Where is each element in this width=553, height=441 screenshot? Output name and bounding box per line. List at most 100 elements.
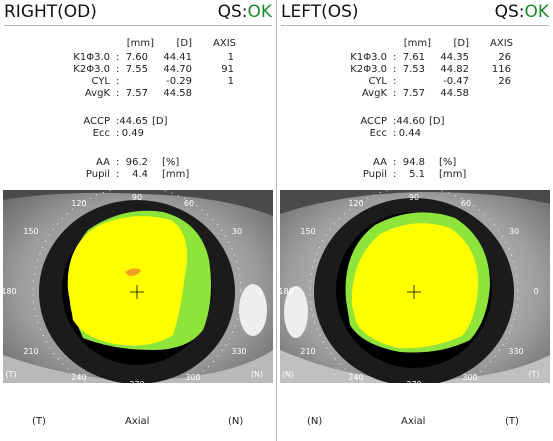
right-dial-120: 120	[71, 199, 86, 208]
left-dial-30: 30	[509, 227, 519, 236]
left-eye-map-svg: 90 120 60 150 30 180 0 210 330 240 300 2…	[280, 190, 550, 383]
right-footer-center: Axial	[125, 416, 150, 427]
right-eye-axial-map[interactable]: 90 120 60 150 30 180 0 210 330 240 300 2…	[3, 190, 273, 383]
right-sclera-highlight	[239, 284, 267, 336]
left-dial-210: 210	[300, 347, 315, 356]
right-pupil-sep: :	[116, 169, 120, 180]
left-qs-label: QS:	[494, 2, 525, 22]
right-map-yellow-zone	[67, 216, 188, 346]
right-center-crosshair-icon	[130, 285, 144, 299]
left-dial-330: 330	[508, 347, 523, 356]
left-dial-120: 120	[348, 199, 363, 208]
left-cyl-axis: 26	[498, 76, 511, 87]
left-k1-axis: 26	[498, 52, 511, 63]
right-cyl-axis: 1	[227, 76, 234, 87]
left-sclera-highlight	[284, 286, 308, 338]
right-qs-value: OK	[247, 2, 272, 22]
right-accp-value: 44.65	[119, 116, 148, 127]
left-dial-300: 300	[462, 373, 477, 382]
left-pupil-unit: [mm]	[439, 169, 467, 180]
right-aa-unit: [%]	[162, 157, 180, 168]
panel-divider	[276, 0, 277, 441]
left-k2-d: 44.82	[440, 64, 469, 75]
right-lower-skin	[3, 350, 273, 383]
right-k1-sep: :	[116, 52, 120, 63]
right-k1-mm: 7.60	[125, 52, 148, 63]
right-upper-lid	[3, 190, 273, 216]
left-footer-center: Axial	[401, 416, 426, 427]
left-k1-label: K1Φ3.0	[350, 52, 387, 63]
right-k2-sep: :	[116, 64, 120, 75]
right-pupil-label: Pupil	[85, 169, 110, 180]
left-k1-mm: 7.61	[402, 52, 425, 63]
right-k1-label: K1Φ3.0	[73, 52, 110, 63]
left-footer-left: (N)	[307, 416, 323, 427]
right-dial-labels: 90 120 60 150 30 180 0 210 330 240 300 2…	[3, 193, 263, 383]
right-aa-label: AA	[96, 157, 110, 168]
right-footer-left: (T)	[32, 416, 46, 427]
right-dial-240: 240	[71, 373, 86, 382]
left-dial-60: 60	[461, 199, 471, 208]
left-avgk-mm: 7.57	[402, 88, 425, 99]
right-accp-unit: [D]	[152, 116, 168, 127]
left-dial-corner-right: (T)	[528, 370, 539, 379]
right-aa-value: 96.2	[125, 157, 148, 168]
left-col-header-axis: AXIS	[490, 38, 513, 49]
right-k2-mm: 7.55	[125, 64, 148, 75]
left-qs-status: QS:OK	[495, 2, 549, 22]
right-avgk-mm: 7.57	[125, 88, 148, 99]
right-dial-30: 30	[232, 227, 242, 236]
right-dial-corner-right: (N)	[251, 370, 263, 379]
right-ecc-label: Ecc	[92, 128, 110, 139]
left-dial-labels: 90 120 60 150 30 180 0 210 330 240 300 2…	[280, 193, 540, 383]
left-eye-panel: LEFT(OS) QS:OK [mm] [D] AXIS K1Φ3.0 : 7.…	[277, 0, 553, 441]
left-k2-mm: 7.53	[402, 64, 425, 75]
left-cyl-d: -0.47	[443, 76, 469, 87]
right-ecc-sep: :	[116, 128, 120, 139]
left-col-header-mm: [mm]	[403, 38, 431, 49]
right-dial-330: 330	[231, 347, 246, 356]
right-cyl-sep: :	[116, 76, 120, 87]
left-avgk-sep: :	[393, 88, 397, 99]
right-cyl-d: -0.29	[166, 76, 192, 87]
right-pupil-unit: [mm]	[162, 169, 190, 180]
left-cyl-label: CYL	[368, 76, 388, 87]
left-aa-sep: :	[393, 157, 397, 168]
left-upper-lid	[280, 190, 550, 214]
left-center-crosshair-icon	[407, 285, 421, 299]
right-dial-60: 60	[184, 199, 194, 208]
left-eye-axial-map[interactable]: 90 120 60 150 30 180 0 210 330 240 300 2…	[280, 190, 550, 383]
left-dial-180: 180	[280, 287, 294, 296]
left-footer-right: (T)	[505, 416, 519, 427]
right-accp-label: ACCP	[83, 116, 110, 127]
right-k1-d: 44.41	[163, 52, 192, 63]
right-col-header-d: [D]	[176, 38, 192, 49]
left-dial-240: 240	[348, 373, 363, 382]
left-dial-ring	[309, 190, 519, 383]
left-aa-value: 94.8	[402, 157, 425, 168]
right-dial-0: 0	[256, 287, 261, 296]
left-ecc-sep: :	[393, 128, 397, 139]
left-eye-header: LEFT(OS) QS:OK	[281, 2, 549, 26]
right-dial-ring	[32, 190, 242, 383]
left-col-header-d: [D]	[453, 38, 469, 49]
right-cyl-label: CYL	[91, 76, 111, 87]
left-k2-sep: :	[393, 64, 397, 75]
right-dial-corner-left: (T)	[5, 370, 16, 379]
right-header-divider	[4, 25, 272, 26]
left-header-divider	[281, 25, 549, 26]
right-k2-axis: 91	[221, 64, 234, 75]
left-pupil-label: Pupil	[362, 169, 387, 180]
right-accp-sep: :	[116, 116, 120, 127]
right-eye-panel: RIGHT(OD) QS:OK [mm] [D] AXIS K1Φ3.0 : 7…	[0, 0, 276, 441]
left-cyl-sep: :	[393, 76, 397, 87]
right-avgk-label: AvgK	[84, 88, 110, 99]
left-accp-value: 44.60	[396, 116, 425, 127]
left-accp-label: ACCP	[360, 116, 387, 127]
right-dial-90: 90	[132, 193, 142, 202]
left-pupil-value: 5.1	[409, 169, 425, 180]
left-dial-270: 270	[406, 380, 421, 383]
left-aa-label: AA	[373, 157, 387, 168]
left-accp-sep: :	[393, 116, 397, 127]
left-k1-d: 44.35	[440, 52, 469, 63]
